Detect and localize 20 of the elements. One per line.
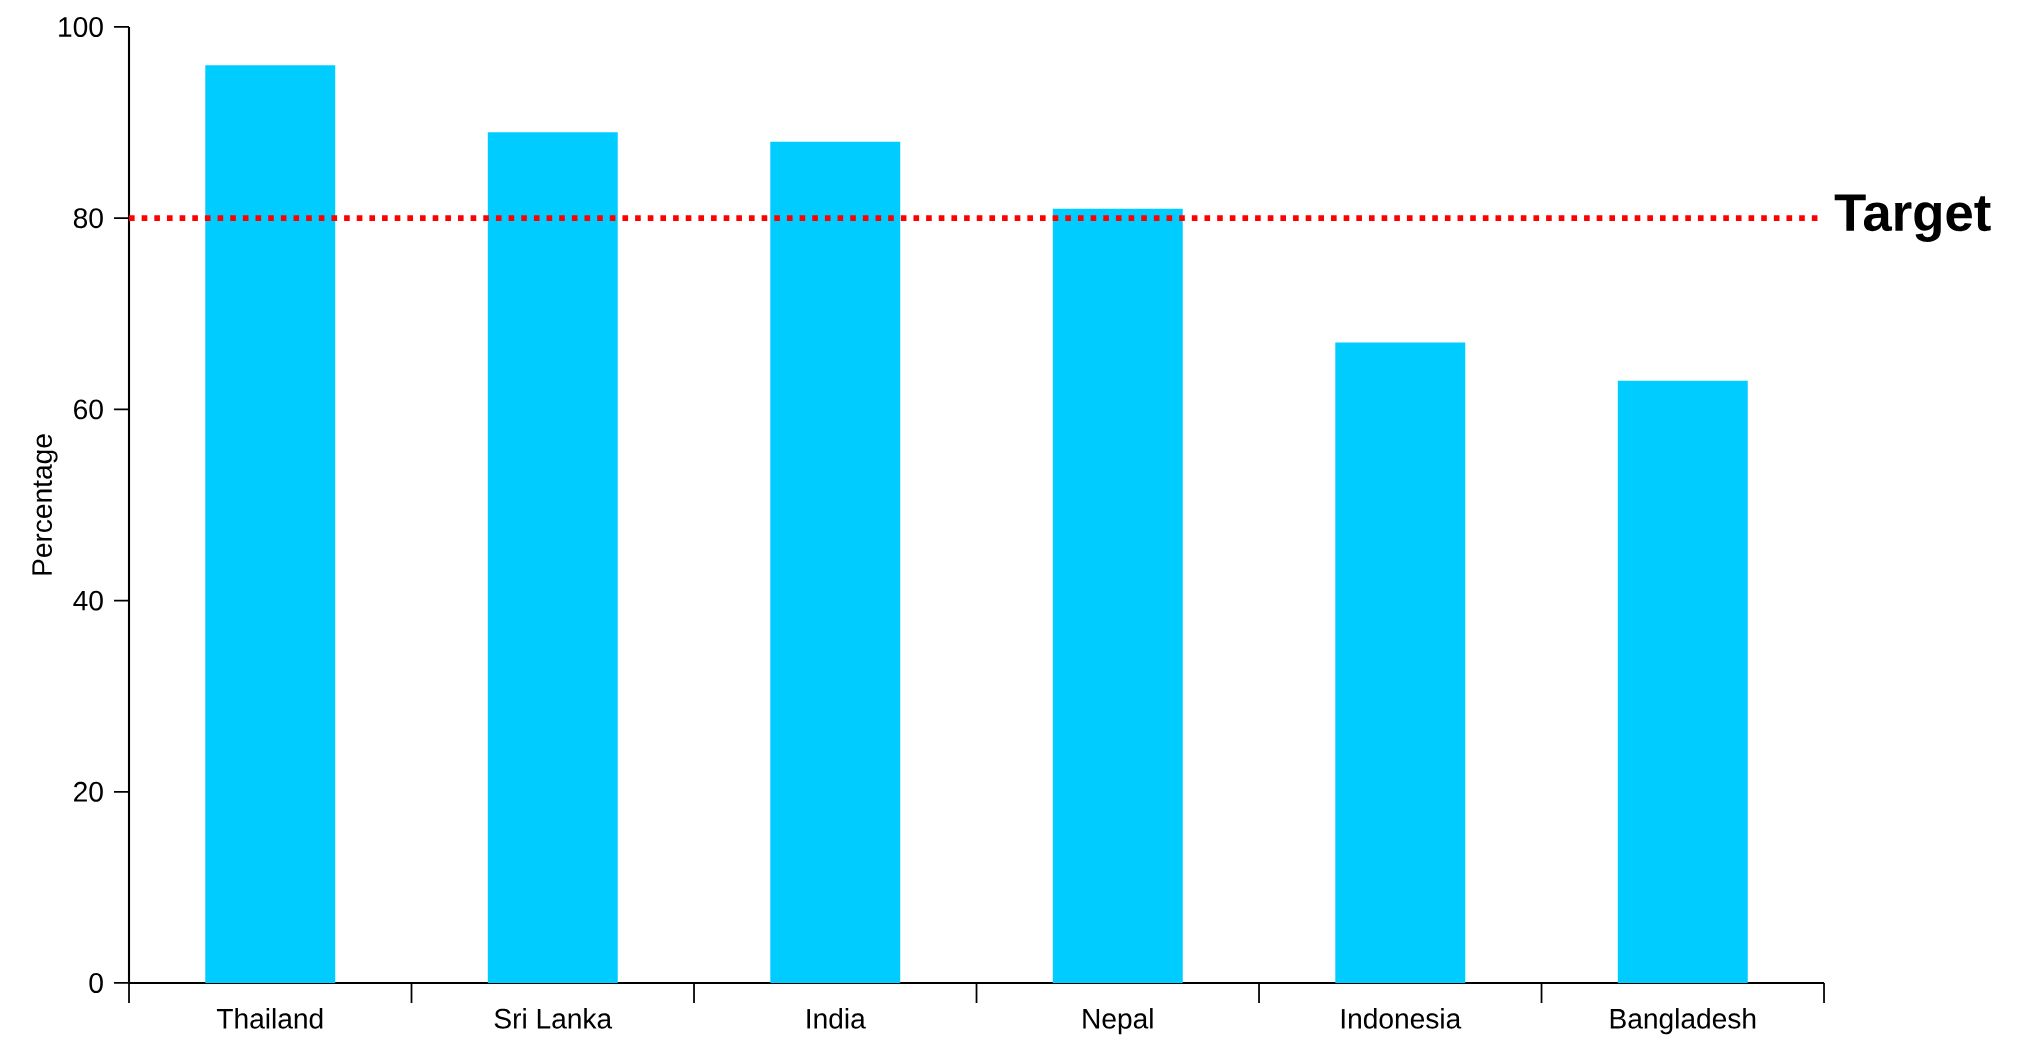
- x-tick-label: India: [807, 1008, 866, 1029]
- y-tick-label: 80: [73, 208, 103, 229]
- x-tick-label: Thailand: [216, 1008, 323, 1029]
- y-tick-label: 100: [59, 17, 103, 37]
- x-tick-label: Bangladesh: [1610, 1008, 1756, 1035]
- bar: [1617, 380, 1748, 983]
- ref-line-label: Target: [1834, 194, 1991, 242]
- y-tick-label: 0: [89, 973, 103, 993]
- bar: [770, 141, 901, 983]
- bar: [487, 132, 618, 983]
- y-tick-label: 40: [73, 590, 103, 611]
- bar: [1335, 342, 1466, 983]
- x-tick-label: Nepal: [1083, 1008, 1153, 1035]
- bar: [1052, 208, 1183, 983]
- y-tick-label: 60: [74, 399, 103, 420]
- x-tick-label: Indonesia: [1341, 1008, 1462, 1029]
- bar: [205, 65, 336, 983]
- x-tick-label: Sri Lanka: [494, 1008, 613, 1029]
- y-tick-label: 20: [74, 781, 103, 802]
- y-axis-title: Percentage: [32, 434, 58, 575]
